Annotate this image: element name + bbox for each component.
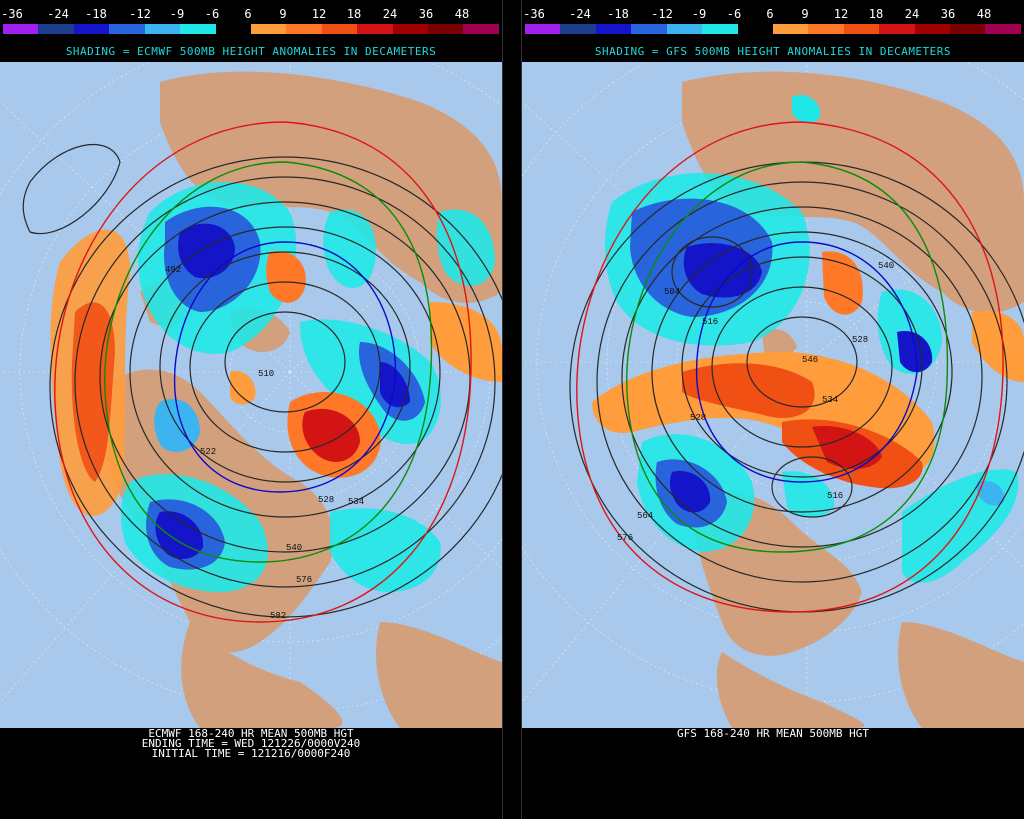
contour-label: 510 [258, 369, 274, 379]
gfs-polar-map: 516 504 540 546 528 564 576 516 528 534 [522, 62, 1024, 728]
contour-528 [173, 241, 397, 493]
colorbar-label: -9 [169, 7, 185, 21]
contour-label: 546 [802, 355, 818, 365]
contour-label: 576 [296, 575, 312, 585]
ecmwf-panel: -36 -24 -18 -12 -9 -6 6 9 12 18 24 36 48… [0, 0, 502, 819]
colorbar-labels: -36 -24 -18 -12 -9 -6 6 9 12 18 24 36 48 [0, 7, 502, 21]
colorbar-label: 18 [346, 7, 362, 21]
contour-label: 582 [270, 611, 286, 621]
contour-label: 528 [852, 335, 868, 345]
contour-label: 504 [664, 287, 680, 297]
contour-label: 522 [200, 447, 216, 457]
contour-labels: 516 504 540 546 528 564 576 516 528 534 [617, 261, 894, 543]
contour-label: 564 [637, 511, 653, 521]
contour-label: 534 [822, 395, 838, 405]
caption-line: ECMWF 168-240 HR MEAN 500MB HGT [148, 727, 354, 740]
colorbar-label: -6 [726, 7, 742, 21]
contour-labels: 510 522 528 534 540 576 582 492 [165, 265, 364, 621]
contour-576 [576, 121, 1004, 613]
colorbar-label: 24 [382, 7, 398, 21]
height-contours [569, 161, 1024, 613]
colorbar-label: 9 [801, 7, 809, 21]
contour-label: 576 [617, 533, 633, 543]
colorbar-label: -12 [651, 7, 673, 21]
caption-line: INITIAL TIME = 121216/0000F240 [151, 747, 351, 760]
contour-552 [104, 161, 433, 563]
colorbar-label: 48 [454, 7, 470, 21]
contour-label: 534 [348, 497, 364, 507]
colorbar-label: -18 [85, 7, 107, 21]
ecmwf-polar-map: 510 522 528 534 540 576 582 492 [0, 62, 502, 728]
contour-552 [626, 161, 949, 553]
colorbar-label: 48 [976, 7, 992, 21]
contour-576 [54, 121, 472, 623]
colorbar-label: 36 [940, 7, 956, 21]
colorbar-label: -36 [523, 7, 545, 21]
panel-divider [502, 0, 522, 819]
caption-line: ENDING TIME = WED 121226/0000V240 [141, 737, 361, 750]
contour-label: 528 [318, 495, 334, 505]
colorbar-label: 36 [418, 7, 434, 21]
colorbar-label: -9 [691, 7, 707, 21]
anomaly-shading [50, 182, 502, 592]
colorbar-label: -12 [129, 7, 151, 21]
contour-label: 540 [878, 261, 894, 271]
contour-label: 492 [165, 265, 181, 275]
colorbar-label: 12 [833, 7, 849, 21]
colorbar-label: 12 [311, 7, 327, 21]
colorbar-label: 6 [244, 7, 252, 21]
colorbar-label: -24 [569, 7, 591, 21]
colorbar-label: 18 [868, 7, 884, 21]
anomaly-shading [592, 94, 1024, 583]
colorbar-label: 9 [279, 7, 287, 21]
colorbar-label: -24 [47, 7, 69, 21]
colorbar-labels: -36 -24 -18 -12 -9 -6 6 9 12 18 24 36 48 [522, 7, 1024, 21]
colorbar-label: -36 [1, 7, 23, 21]
contour-528 [695, 241, 918, 483]
shading-title: SHADING = ECMWF 500MB HEIGHT ANOMALIES I… [65, 45, 437, 58]
colorbar-label: -6 [204, 7, 220, 21]
colorbar [525, 24, 1021, 34]
colorbar [3, 24, 499, 34]
height-contours [22, 144, 502, 618]
colorbar-label: 6 [766, 7, 774, 21]
gfs-panel: -36 -24 -18 -12 -9 -6 6 9 12 18 24 36 48… [522, 0, 1024, 819]
contour-label: 516 [827, 491, 843, 501]
contour-label: 540 [286, 543, 302, 553]
caption-line: GFS 168-240 HR MEAN 500MB HGT [676, 727, 870, 740]
contour-label: 516 [702, 317, 718, 327]
colorbar-label: -18 [607, 7, 629, 21]
colorbar-label: 24 [904, 7, 920, 21]
contour-label: 528 [690, 413, 706, 423]
shading-title: SHADING = GFS 500MB HEIGHT ANOMALIES IN … [594, 45, 952, 58]
